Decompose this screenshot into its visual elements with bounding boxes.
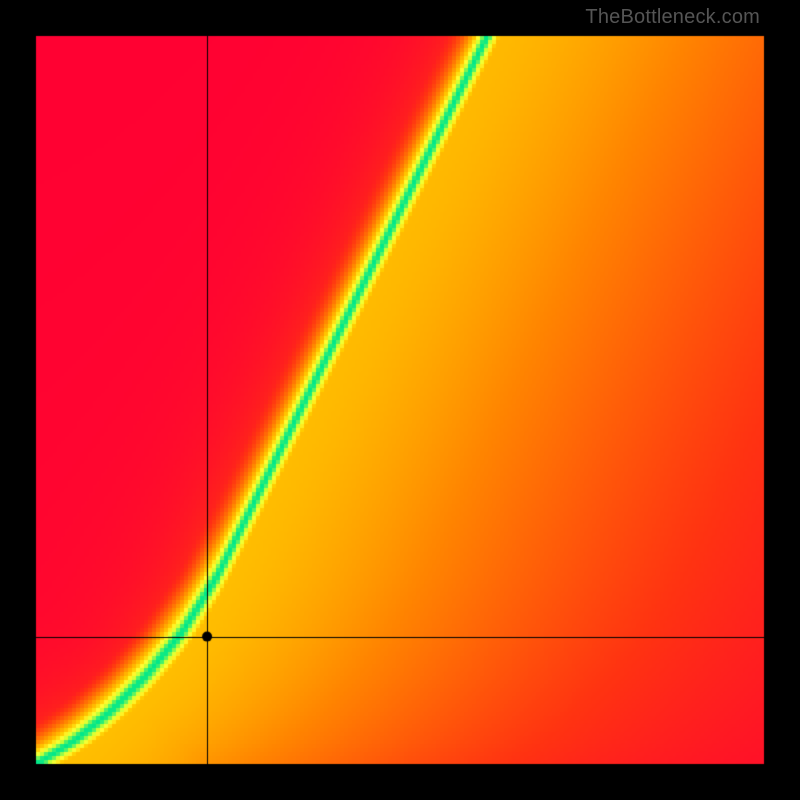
watermark-text: TheBottleneck.com: [585, 6, 760, 29]
chart-container: TheBottleneck.com: [0, 0, 800, 800]
bottleneck-heatmap: [0, 0, 800, 800]
